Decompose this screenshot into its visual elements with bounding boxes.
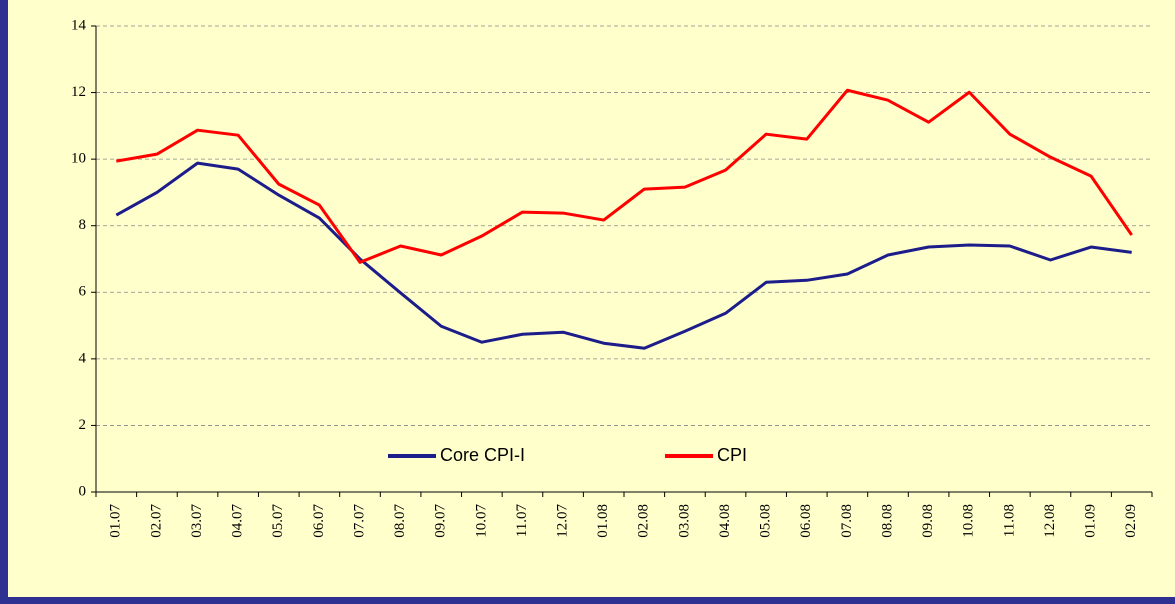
x-tick-label: 01.09 (1083, 504, 1099, 538)
y-tick-label: 10 (71, 151, 86, 167)
y-tick-label: 0 (79, 483, 87, 499)
legend-label: CPI (717, 445, 747, 465)
x-tick-label: 05.07 (270, 504, 286, 538)
x-tick-label: 11.08 (1001, 504, 1017, 537)
y-tick-label: 4 (79, 350, 87, 366)
x-tick-label: 07.07 (351, 504, 367, 538)
y-tick-label: 6 (79, 284, 87, 300)
x-tick-label: 02.07 (148, 504, 164, 538)
x-tick-label: 02.09 (1123, 504, 1139, 538)
x-tick-label: 08.08 (879, 504, 895, 538)
frame-bottom (0, 597, 1175, 604)
x-tick-label: 06.07 (311, 504, 327, 538)
x-tick-label: 09.08 (920, 504, 936, 538)
x-tick-label: 04.08 (717, 504, 733, 538)
x-tick-label: 12.07 (555, 504, 571, 538)
x-tick-label: 09.07 (433, 504, 449, 538)
x-tick-label: 02.08 (636, 504, 652, 538)
x-tick-label: 08.07 (392, 504, 408, 538)
x-tick-label: 01.07 (108, 504, 124, 538)
series-line (116, 88, 1133, 264)
x-tick-label: 12.08 (1042, 504, 1058, 538)
frame-left (0, 0, 8, 604)
x-tick-label: 03.07 (189, 504, 205, 538)
series-line (115, 161, 1132, 350)
x-tick-label: 10.07 (473, 504, 489, 538)
x-tick-label: 03.08 (676, 504, 692, 538)
x-tick-label: 04.07 (230, 504, 246, 538)
y-tick-label: 14 (71, 17, 87, 33)
x-tick-label: 07.08 (839, 504, 855, 538)
x-tick-label: 05.08 (758, 504, 774, 538)
x-tick-label: 10.08 (961, 504, 977, 538)
x-tick-label: 11.07 (514, 504, 530, 538)
y-tick-label: 2 (79, 417, 87, 433)
x-tick-label: 06.08 (798, 504, 814, 538)
y-tick-label: 8 (79, 217, 87, 233)
y-tick-label: 12 (71, 84, 86, 100)
legend-label: Core CPI-I (440, 445, 525, 465)
x-tick-label: 01.08 (595, 504, 611, 538)
